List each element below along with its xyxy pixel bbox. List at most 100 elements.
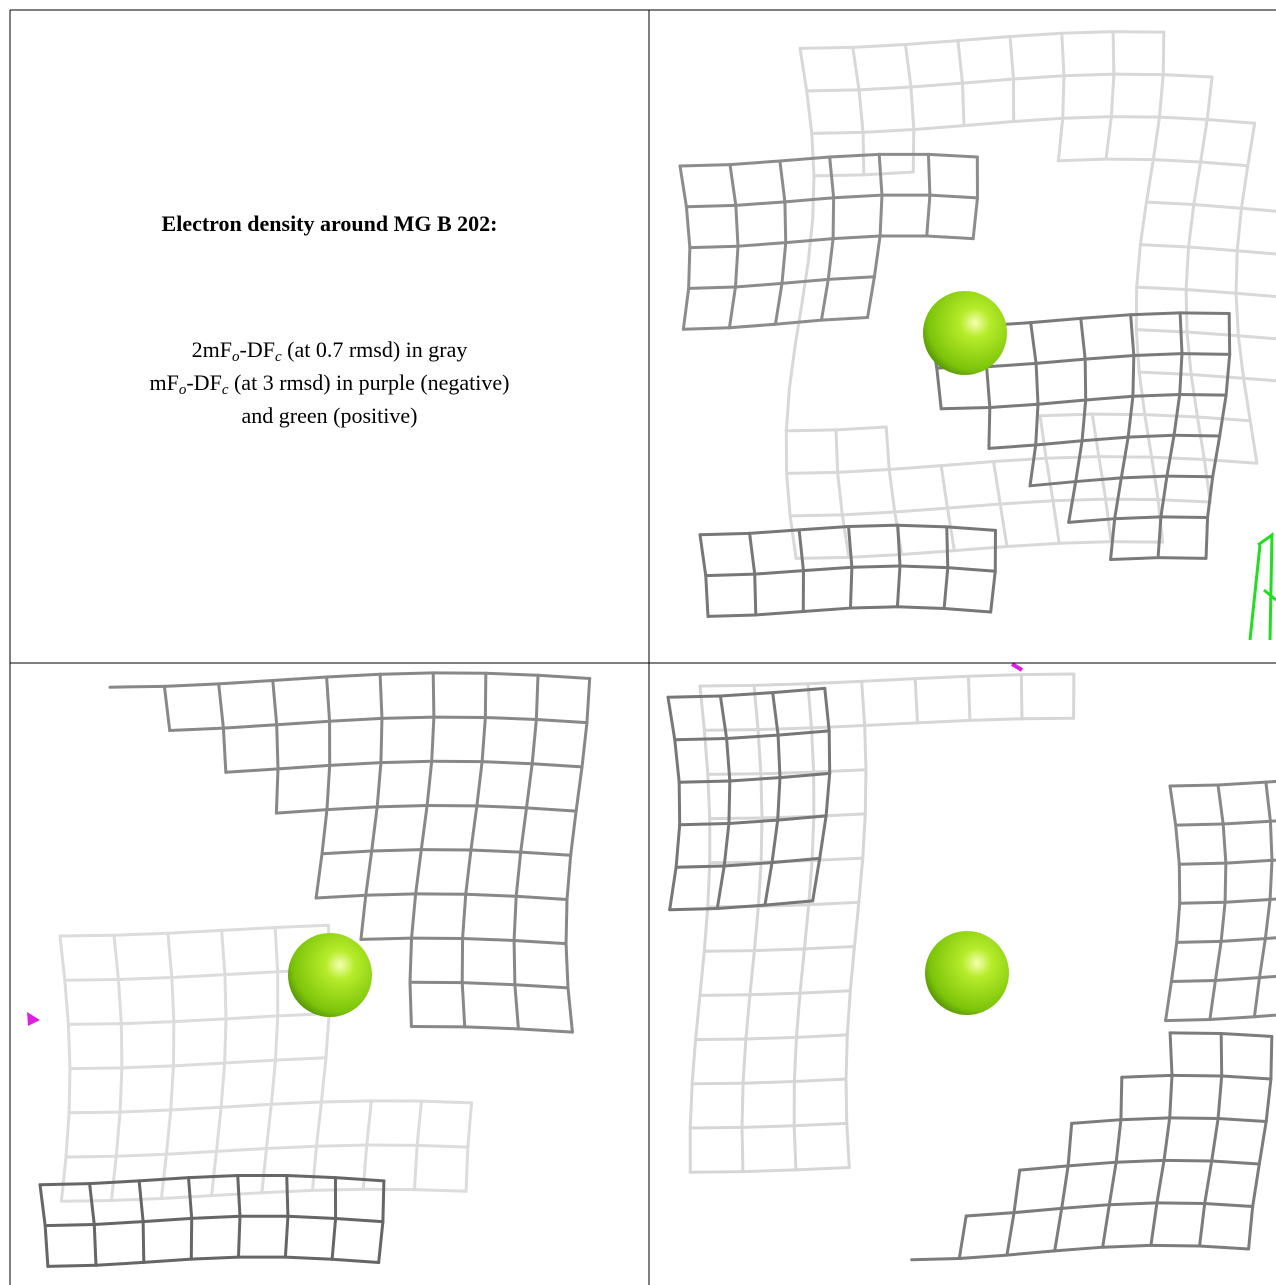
mesh-line: [877, 152, 884, 197]
mesh-line: [1235, 249, 1276, 256]
mesh-line: [1162, 1158, 1214, 1163]
mesh-line: [952, 545, 1009, 553]
mesh-line: [964, 1211, 1016, 1218]
mesh-line: [862, 170, 915, 177]
mesh-line: [320, 808, 329, 856]
mesh-line: [926, 152, 979, 159]
mg-atom: [923, 291, 1007, 375]
mesh-line: [1084, 394, 1135, 402]
mesh-line: [319, 1056, 328, 1104]
mesh-line: [466, 1101, 474, 1149]
mesh-line: [1083, 357, 1088, 402]
mesh-line: [991, 456, 1048, 464]
mesh-line: [771, 691, 780, 737]
mesh-line: [1252, 976, 1261, 1019]
mesh-line: [1184, 288, 1238, 295]
mesh-line: [214, 1105, 223, 1153]
mesh-line: [847, 524, 854, 569]
mesh-line: [851, 45, 861, 92]
mesh-line: [788, 513, 844, 518]
mesh-line: [831, 234, 882, 241]
mesh-line: [1264, 780, 1272, 823]
mesh-line: [863, 721, 919, 728]
mesh-line: [464, 892, 518, 898]
mesh-line: [1143, 413, 1199, 419]
mesh-line: [580, 721, 589, 769]
mesh-line: [513, 983, 520, 1031]
mesh-line: [753, 569, 805, 576]
mesh-line: [1202, 458, 1259, 465]
mesh-line: [67, 1067, 72, 1115]
mesh-line: [668, 906, 719, 912]
mesh-line: [1090, 412, 1101, 459]
mesh-line: [530, 762, 584, 769]
mesh-line: [727, 779, 732, 825]
mesh-line: [722, 821, 731, 868]
mesh-line: [810, 131, 816, 178]
mesh-line: [273, 1056, 328, 1062]
mesh-line: [359, 893, 368, 941]
mesh-line: [1247, 1204, 1255, 1251]
mesh-line: [926, 152, 932, 197]
mesh-line: [1056, 116, 1065, 163]
mesh-line: [516, 1027, 574, 1034]
mesh-line: [810, 814, 816, 863]
mesh-line: [1012, 1206, 1064, 1215]
subscript: c: [221, 382, 229, 398]
mesh-line: [1044, 455, 1101, 460]
mesh-line: [792, 1035, 798, 1084]
mesh-line: [1252, 1013, 1276, 1019]
mesh-line: [379, 716, 384, 765]
mesh-line: [59, 1155, 68, 1203]
mesh-line: [985, 365, 992, 410]
mesh-line: [524, 806, 578, 813]
mesh-line: [1012, 116, 1065, 124]
mesh-line: [773, 318, 823, 326]
mesh-line: [378, 671, 435, 676]
mesh-line: [850, 564, 902, 569]
caption-text: and green (positive): [241, 403, 418, 428]
mesh-line: [734, 200, 787, 207]
mesh-line: [66, 1022, 123, 1026]
mesh-line: [469, 848, 523, 854]
mesh-line: [1216, 1117, 1268, 1123]
mesh-line: [802, 945, 856, 951]
caption-line: 2mFo-DFc (at 0.7 rmsd) in gray: [11, 333, 648, 366]
mesh-line: [1236, 334, 1245, 380]
mesh-line: [310, 1144, 318, 1192]
mesh-line: [114, 1152, 168, 1158]
mesh-line: [1257, 974, 1276, 980]
mesh-line: [223, 1058, 277, 1065]
mesh-line: [1028, 480, 1078, 488]
mesh-line: [325, 672, 382, 679]
mesh-line: [913, 674, 970, 681]
mesh-line: [210, 1191, 264, 1198]
mesh-line: [861, 130, 866, 177]
mesh-line: [1235, 206, 1243, 253]
mesh-line: [460, 981, 517, 987]
mesh-line: [844, 1033, 849, 1081]
mesh-line: [1029, 316, 1083, 325]
mesh-line: [987, 443, 1038, 450]
mesh-line: [59, 1198, 113, 1203]
mesh-line: [187, 1176, 194, 1220]
mesh-line: [787, 344, 797, 390]
mesh-line: [1221, 822, 1228, 865]
mesh-line: [836, 470, 844, 517]
mesh-line: [706, 613, 758, 618]
mesh-line: [1172, 392, 1182, 437]
mesh-line: [759, 770, 816, 776]
mesh-line: [770, 818, 780, 865]
mesh-line: [733, 244, 740, 289]
mesh-line: [223, 1017, 228, 1065]
mesh-line: [1034, 361, 1040, 406]
mesh-line: [408, 980, 413, 1028]
mesh-line: [939, 460, 995, 468]
mesh-line: [694, 993, 702, 1042]
mesh-line: [430, 715, 436, 763]
mesh-line: [792, 1124, 798, 1172]
mesh-line: [831, 196, 836, 241]
mesh-line: [756, 726, 814, 732]
mesh-line: [381, 1179, 386, 1224]
